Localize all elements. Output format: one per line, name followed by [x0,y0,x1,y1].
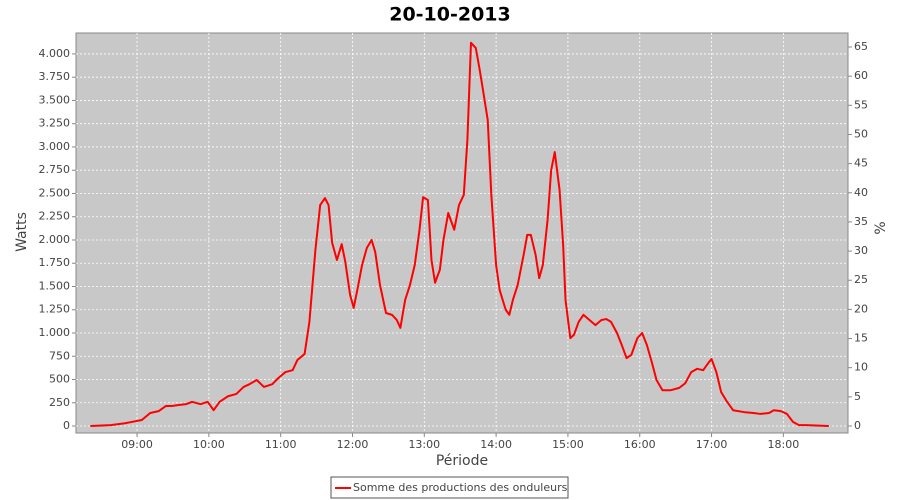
x-tick-label: 10:00 [193,438,225,451]
data-line [90,41,829,428]
y-tick-label: 2.000 [39,233,71,246]
y-tick-label: 3.500 [39,93,71,106]
y2-tick-label: 60 [854,69,868,82]
y-tick-label: 750 [49,349,70,362]
y2-tick-label: 65 [854,40,868,53]
y2-tick-label: 35 [854,215,868,228]
y-tick-label: 1.000 [39,326,71,339]
y-tick-label: 1.500 [39,279,71,292]
y2-axis-label: % [873,221,889,234]
y-tick-label: 3.750 [39,70,71,83]
y-tick-label: 2.750 [39,163,71,176]
x-tick-label: 11:00 [265,438,297,451]
x-tick-label: 14:00 [480,438,512,451]
y2-tick-label: 50 [854,127,868,140]
y-axis-label: Watts [14,212,30,252]
x-tick-label: 16:00 [624,438,656,451]
y-tick-label: 500 [49,373,70,386]
y2-tick-label: 15 [854,332,868,345]
y-tick-label: 3.250 [39,117,71,130]
chart-title: 20-10-2013 [389,4,511,26]
y2-tick-label: 40 [854,186,868,199]
x-tick-label: 12:00 [337,438,369,451]
y2-tick-label: 30 [854,244,868,257]
x-tick-label: 17:00 [696,438,728,451]
x-tick-label: 09:00 [121,438,153,451]
y2-tick-label: 25 [854,273,868,286]
plot-area [75,32,849,434]
y2-tick-label: 5 [854,390,861,403]
y-tick-label: 4.000 [39,47,71,60]
y2-tick-label: 0 [854,419,861,432]
legend-box [330,476,569,499]
x-tick-label: 13:00 [408,438,440,451]
y2-tick-label: 55 [854,98,868,111]
x-axis-label: Période [436,453,488,469]
y-tick-label: 0 [63,419,70,432]
y-tick-label: 250 [49,396,70,409]
x-tick-label: 18:00 [768,438,800,451]
y-tick-label: 1.250 [39,303,71,316]
legend-label: Somme des productions des onduleurs [353,481,568,494]
y-tick-label: 2.500 [39,186,71,199]
y2-tick-label: 20 [854,302,868,315]
y-tick-label: 3.000 [39,140,71,153]
y-tick-label: 2.250 [39,210,71,223]
y2-tick-label: 45 [854,157,868,170]
y2-tick-label: 10 [854,361,868,374]
y-tick-label: 1.750 [39,256,71,269]
x-tick-label: 15:00 [552,438,584,451]
